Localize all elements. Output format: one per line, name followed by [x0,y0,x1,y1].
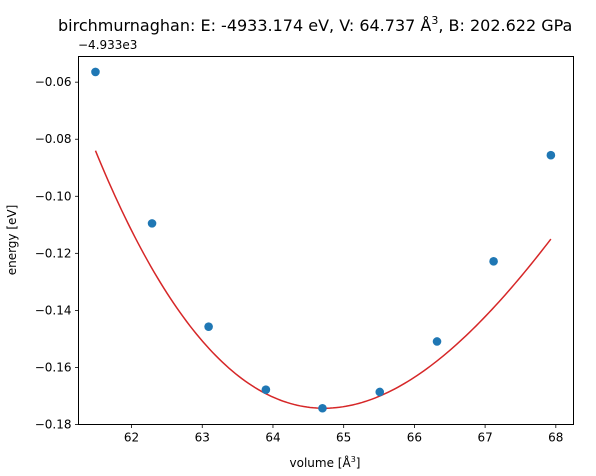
y-axis-label: energy [eV] [5,205,19,276]
data-point [91,67,100,77]
y-tick-label: −0.18 [35,418,72,432]
x-tick-label: 63 [195,431,210,445]
data-point [432,337,442,346]
x-tick-label: 67 [477,431,492,445]
data-point [546,150,556,160]
x-tick-label: 65 [336,431,351,445]
data-point [204,322,213,331]
x-tick-label: 66 [407,431,422,445]
x-tick-label: 64 [265,431,280,445]
data-point [375,387,385,397]
data-point [261,385,271,394]
y-tick-label: −0.16 [35,360,72,374]
y-tick-label: −0.08 [35,132,72,146]
chart-title: birchmurnaghan: E: -4933.174 eV, V: 64.7… [58,14,572,35]
x-tick-label: 62 [124,431,139,445]
y-tick-label: −0.10 [35,189,72,203]
x-tick-label: 68 [548,431,563,445]
axis-ticks: 62 63 64 65 66 67 68 −0.06 −0.08 −0.10 −0.12 −0.14 −… [35,75,564,444]
fit-curve [94,150,552,409]
y-tick-label: −0.14 [35,303,72,317]
plot-area [91,67,556,413]
data-point [147,219,157,228]
data-point [489,257,498,266]
data-point [318,403,327,413]
y-tick-label: −0.12 [35,246,72,260]
y-offset-text: −4.933e3 [78,38,137,52]
y-tick-label: −0.06 [35,75,72,89]
x-axis-label: volume [Å3] [290,455,361,470]
axes-frame [78,56,574,425]
